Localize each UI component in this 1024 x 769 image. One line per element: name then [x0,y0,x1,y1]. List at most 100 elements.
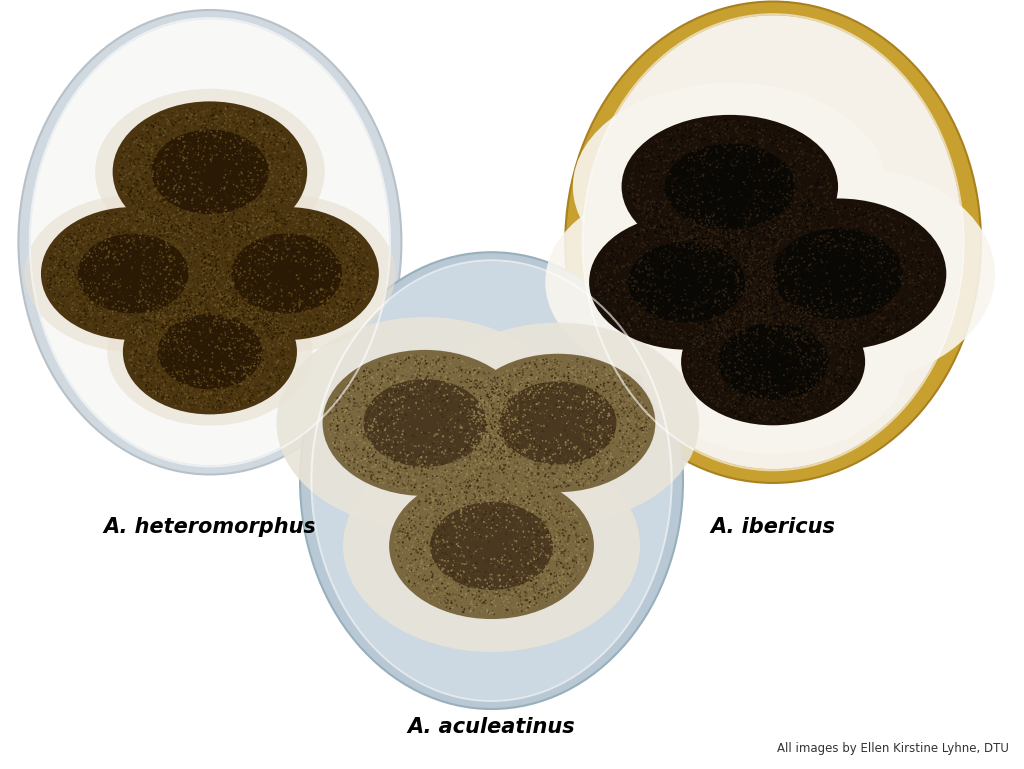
Point [796,290,812,302]
Point [397,354,414,366]
Point [222,288,239,300]
Point [225,245,242,258]
Point [231,216,248,228]
Point [591,271,607,283]
Point [307,215,324,228]
Point [690,298,707,311]
Point [362,424,379,437]
Point [769,229,785,241]
Point [346,463,362,475]
Point [528,572,545,584]
Point [908,225,925,237]
Point [902,236,919,248]
Point [757,264,773,276]
Point [346,429,362,441]
Point [152,161,168,173]
Point [605,444,622,457]
Point [253,191,269,203]
Point [217,308,233,321]
Point [215,297,231,309]
Point [524,478,541,490]
Point [676,127,692,139]
Point [782,408,799,420]
Point [835,372,851,384]
Point [221,112,238,124]
Point [474,494,490,506]
Point [750,278,766,291]
Point [321,220,337,232]
Point [115,320,131,332]
Point [638,421,654,433]
Point [436,507,453,519]
Point [765,239,781,251]
Point [497,435,513,448]
Point [330,422,346,434]
Point [559,464,575,477]
Point [151,203,167,215]
Point [767,275,783,288]
Point [894,295,910,308]
Point [153,321,169,333]
Point [718,335,734,347]
Point [552,577,568,589]
Point [783,393,800,405]
Point [711,386,727,398]
Point [40,273,56,285]
Point [670,238,686,250]
Point [77,246,93,258]
Point [296,301,312,314]
Point [468,492,484,504]
Point [685,136,701,148]
Point [145,386,162,398]
Point [641,291,657,304]
Point [239,320,255,332]
Point [391,474,408,486]
Point [629,308,645,321]
Point [767,311,783,324]
Point [734,324,751,336]
Point [183,128,200,141]
Point [223,388,240,400]
Point [824,378,841,390]
Ellipse shape [276,317,573,529]
Point [128,332,144,345]
Point [617,279,634,291]
Point [207,140,223,152]
Point [703,322,720,335]
Point [65,256,81,268]
Point [234,301,251,313]
Point [104,264,121,276]
Point [827,317,844,329]
Point [702,135,719,147]
Point [243,310,259,322]
Point [223,303,240,315]
Point [656,219,673,231]
Point [640,183,656,195]
Point [342,264,358,276]
Point [828,329,845,341]
Point [814,256,830,268]
Point [173,270,189,282]
Point [782,197,799,209]
Point [480,398,497,410]
Point [141,301,158,313]
Point [540,552,556,564]
Point [742,338,759,351]
Point [543,469,559,481]
Point [209,221,225,234]
Point [225,400,242,412]
Point [337,256,353,268]
Point [829,238,846,250]
Point [749,143,765,155]
Point [350,252,367,265]
Point [632,396,648,408]
Point [845,367,861,379]
Point [818,326,835,338]
Point [718,231,734,244]
Point [517,575,534,588]
Point [693,188,710,201]
Point [867,207,884,219]
Point [483,454,500,467]
Point [345,243,361,255]
Point [629,401,645,414]
